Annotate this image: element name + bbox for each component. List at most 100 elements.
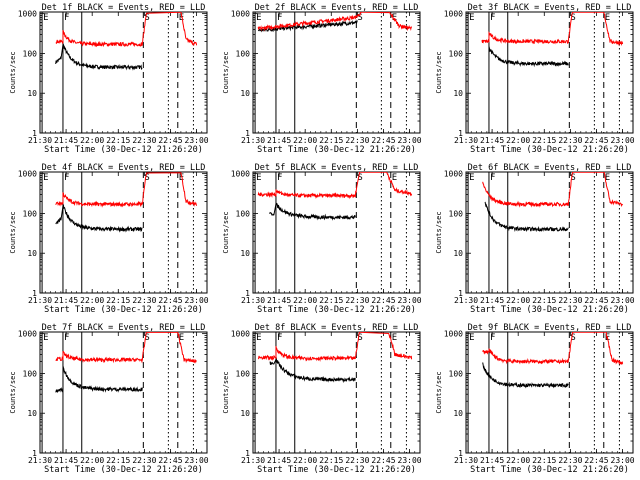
marker-label: S <box>570 13 575 23</box>
x-tick-label: 22:15 <box>106 136 130 145</box>
y-axis-label: Counts/sec <box>435 51 443 93</box>
panel-title: Det 2f BLACK = Events, RED = LLD <box>255 3 419 13</box>
plot-frame <box>465 11 634 134</box>
x-tick-label: 21:30 <box>28 456 52 465</box>
marker-label: E <box>43 173 48 183</box>
x-tick-label: 22:45 <box>584 296 608 305</box>
y-axis-label: Counts/sec <box>222 211 230 253</box>
y-tick-label: 1000 <box>231 170 250 179</box>
x-axis-label: Start Time (30-Dec-12 21:26:20) <box>470 465 629 475</box>
panel-title: Det 1f BLACK = Events, RED = LLD <box>42 3 206 13</box>
x-axis-label: Start Time (30-Dec-12 21:26:20) <box>44 305 203 315</box>
y-tick-label: 1 <box>458 129 463 138</box>
y-tick-label: 10 <box>453 409 463 418</box>
y-tick-label: 10 <box>27 89 37 98</box>
panel-det-8: Det 8f BLACK = Events, RED = LLD 1 10 100 10… <box>222 323 422 475</box>
series-line-events <box>482 362 569 389</box>
y-tick-label: 10 <box>27 409 37 418</box>
series-line-lld <box>55 12 198 48</box>
x-tick-label: 22:15 <box>106 296 130 305</box>
y-tick-label: 1 <box>458 289 463 298</box>
x-tick-label: 22:00 <box>293 456 317 465</box>
marker-label: F <box>64 173 69 183</box>
x-tick-label: 22:45 <box>584 136 608 145</box>
y-tick-label: 10 <box>27 249 37 258</box>
marker-label: E <box>469 13 474 23</box>
panel-det-3: Det 3f BLACK = Events, RED = LLD 1 10 100 10… <box>435 3 635 155</box>
marker-label: S <box>357 333 362 343</box>
x-tick-label: 22:30 <box>558 456 582 465</box>
y-tick-label: 10 <box>453 249 463 258</box>
panel-det-2: Det 2f BLACK = Events, RED = LLD 1 10 100 10… <box>222 3 422 155</box>
y-tick-label: 1000 <box>18 10 37 19</box>
plot-frame <box>39 171 208 294</box>
series-line-events <box>257 19 358 33</box>
panel-det-6: Det 6f BLACK = Events, RED = LLD 1 10 100 10… <box>435 163 635 315</box>
x-tick-label: 23:00 <box>398 456 422 465</box>
marker-label: E <box>392 333 397 343</box>
series-line-lld <box>55 332 197 364</box>
x-tick-label: 22:30 <box>345 296 369 305</box>
y-tick-label: 1000 <box>444 330 463 339</box>
x-tick-label: 23:00 <box>185 296 209 305</box>
series-line-lld <box>257 332 413 362</box>
x-tick-label: 22:30 <box>132 296 156 305</box>
y-tick-label: 1 <box>245 129 250 138</box>
x-tick-label: 22:45 <box>371 456 395 465</box>
x-tick-label: 22:45 <box>371 296 395 305</box>
x-tick-label: 21:30 <box>454 136 478 145</box>
x-tick-label: 22:45 <box>158 296 182 305</box>
marker-label: S <box>144 333 149 343</box>
marker-label: E <box>605 173 610 183</box>
marker-label: S <box>570 333 575 343</box>
marker-label: E <box>469 173 474 183</box>
x-tick-label: 23:00 <box>185 456 209 465</box>
series-line-lld <box>257 172 413 200</box>
series-line-lld <box>482 172 624 208</box>
marker-label: E <box>179 13 184 23</box>
x-tick-label: 21:45 <box>267 296 291 305</box>
y-tick-label: 1000 <box>18 170 37 179</box>
x-tick-label: 21:45 <box>480 136 504 145</box>
panel-det-5: Det 5f BLACK = Events, RED = LLD 1 10 100 10… <box>222 163 422 315</box>
y-tick-label: 1000 <box>444 170 463 179</box>
y-tick-label: 1 <box>32 289 37 298</box>
marker-label: F <box>490 173 495 183</box>
y-axis-label: Counts/sec <box>9 51 17 93</box>
marker-label: E <box>256 173 261 183</box>
x-axis-label: Start Time (30-Dec-12 21:26:20) <box>257 305 416 315</box>
plot-frame <box>465 331 634 454</box>
y-axis-label: Counts/sec <box>222 51 230 93</box>
y-tick-label: 10 <box>453 89 463 98</box>
x-tick-label: 22:15 <box>319 456 343 465</box>
x-tick-label: 22:45 <box>158 456 182 465</box>
marker-label: E <box>256 13 261 23</box>
x-tick-label: 22:00 <box>80 296 104 305</box>
x-tick-label: 22:45 <box>371 136 395 145</box>
marker-label: E <box>469 333 474 343</box>
x-tick-label: 22:00 <box>506 296 530 305</box>
x-tick-label: 22:30 <box>132 456 156 465</box>
panel-title: Det 4f BLACK = Events, RED = LLD <box>42 163 206 173</box>
series-line-lld <box>481 12 624 47</box>
marker-label: S <box>144 13 149 23</box>
x-tick-label: 21:45 <box>54 456 78 465</box>
x-tick-label: 23:00 <box>398 136 422 145</box>
marker-label: E <box>256 333 261 343</box>
y-tick-label: 100 <box>236 209 251 218</box>
marker-label: E <box>179 173 184 183</box>
x-tick-label: 22:30 <box>558 296 582 305</box>
panel-title: Det 6f BLACK = Events, RED = LLD <box>468 163 632 173</box>
marker-label: F <box>64 13 69 23</box>
x-tick-label: 21:30 <box>454 296 478 305</box>
x-tick-label: 21:45 <box>267 136 291 145</box>
marker-label: F <box>277 333 282 343</box>
series-line-lld <box>257 12 413 32</box>
y-tick-label: 100 <box>23 369 38 378</box>
x-tick-label: 22:45 <box>584 456 608 465</box>
x-tick-label: 22:15 <box>106 456 130 465</box>
x-tick-label: 22:00 <box>506 136 530 145</box>
marker-label: S <box>570 173 575 183</box>
x-tick-label: 21:30 <box>28 136 52 145</box>
x-axis-label: Start Time (30-Dec-12 21:26:20) <box>44 145 203 155</box>
